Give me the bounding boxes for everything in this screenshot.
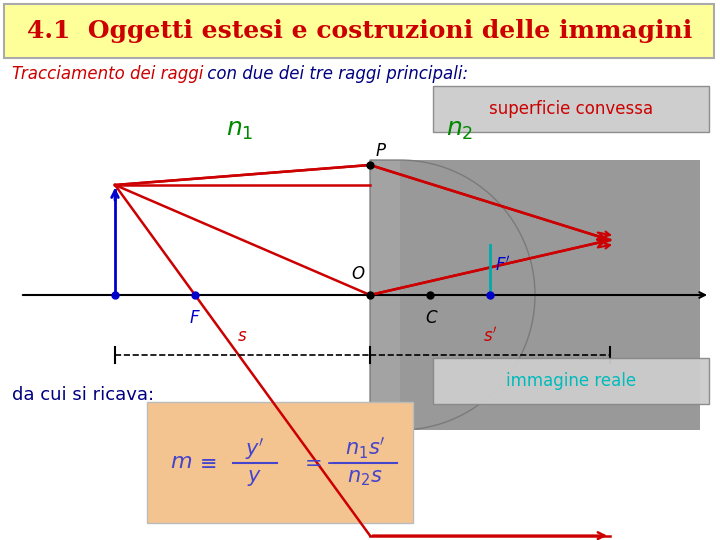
- Text: immagine reale: immagine reale: [506, 372, 636, 390]
- FancyBboxPatch shape: [4, 4, 714, 58]
- FancyBboxPatch shape: [433, 86, 709, 132]
- Text: $C$: $C$: [426, 309, 438, 327]
- FancyBboxPatch shape: [433, 358, 709, 404]
- Text: $P$: $P$: [375, 142, 387, 160]
- Text: $F$: $F$: [189, 309, 201, 327]
- FancyBboxPatch shape: [147, 402, 413, 523]
- Text: $-$: $-$: [325, 453, 342, 472]
- Text: $m$: $m$: [170, 453, 192, 472]
- Polygon shape: [370, 160, 535, 430]
- Text: $n_2 s$: $n_2 s$: [347, 469, 383, 489]
- Text: $n_1$: $n_1$: [226, 118, 253, 142]
- Text: $s$: $s$: [237, 327, 247, 345]
- Text: da cui si ricava:: da cui si ricava:: [12, 386, 154, 404]
- Text: $y$: $y$: [248, 469, 263, 489]
- Text: $O$: $O$: [351, 265, 365, 283]
- Text: $y'$: $y'$: [246, 435, 265, 462]
- Text: 4.1  Oggetti estesi e costruzioni delle immagini: 4.1 Oggetti estesi e costruzioni delle i…: [27, 19, 693, 43]
- Text: $F'$: $F'$: [495, 255, 511, 274]
- Bar: [400, 160, 700, 430]
- Text: $s'$: $s'$: [482, 326, 498, 345]
- Text: con due dei tre raggi principali:: con due dei tre raggi principali:: [202, 65, 468, 83]
- Text: superficie convessa: superficie convessa: [489, 100, 653, 118]
- Text: $n_2$: $n_2$: [446, 118, 474, 142]
- Text: Tracciamento dei raggi: Tracciamento dei raggi: [12, 65, 203, 83]
- Text: $=$: $=$: [300, 453, 321, 472]
- Text: $\equiv$: $\equiv$: [195, 453, 216, 472]
- Text: $n_1 s'$: $n_1 s'$: [345, 436, 385, 461]
